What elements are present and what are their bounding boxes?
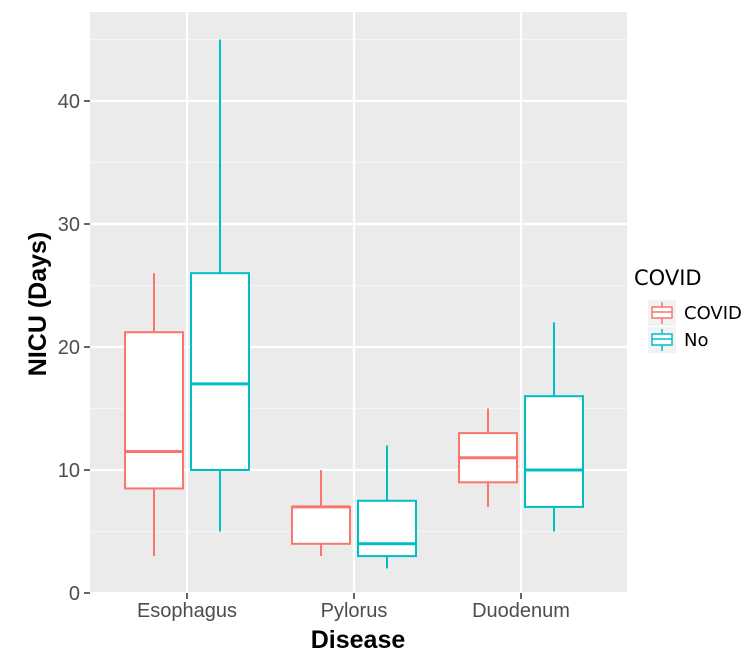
x-tick-label: Pylorus: [321, 600, 388, 622]
box-body: [190, 272, 250, 472]
box-body: [357, 499, 417, 558]
y-tick-label: 30: [58, 214, 80, 236]
x-axis-title: Disease: [311, 626, 406, 650]
box-body: [124, 331, 184, 490]
y-axis: 0 10 20 30 40: [58, 91, 90, 605]
legend-label-covid: COVID: [684, 303, 742, 324]
boxes: [124, 39, 584, 569]
box-body: [524, 395, 584, 508]
legend-title: COVID: [634, 266, 702, 290]
y-tick-label: 10: [58, 460, 80, 482]
legend-label-no: No: [684, 330, 708, 351]
y-tick-label: 0: [69, 583, 80, 605]
x-tick-label: Esophagus: [137, 600, 237, 622]
box-no-esophagus: [190, 39, 250, 532]
y-tick-label: 20: [58, 337, 80, 359]
box-covid-esophagus: [124, 273, 184, 557]
x-axis: Esophagus Pylorus Duodenum: [137, 593, 570, 622]
box-covid-pylorus: [291, 470, 351, 557]
box-covid-duodenum: [458, 408, 518, 507]
box-no-duodenum: [524, 322, 584, 532]
box-no-pylorus: [357, 445, 417, 569]
box-body: [291, 505, 351, 545]
x-tick-label: Duodenum: [472, 600, 570, 622]
legend: COVID COVID No: [634, 266, 742, 353]
y-axis-title: NICU (Days): [24, 232, 52, 376]
y-tick-label: 40: [58, 91, 80, 113]
